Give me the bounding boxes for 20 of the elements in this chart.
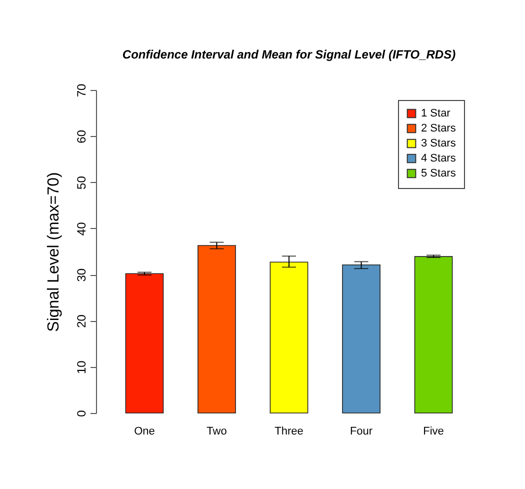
y-tick-label: 30 [74, 268, 88, 282]
legend-label: 4 Stars [421, 152, 456, 164]
x-tick-label: Four [350, 426, 373, 438]
y-tick-label: 70 [74, 84, 88, 98]
y-tick-label: 0 [74, 410, 88, 417]
y-tick-label: 40 [74, 222, 88, 236]
y-tick-label: 20 [74, 314, 88, 328]
legend-label: 3 Stars [421, 138, 456, 150]
x-tick-label: Three [274, 426, 304, 438]
legend-label: 2 Stars [421, 122, 456, 134]
x-tick-label: One [134, 426, 155, 438]
y-tick-label: 10 [74, 360, 88, 374]
x-tick-label: Two [206, 426, 227, 438]
y-tick-label: 50 [74, 176, 88, 190]
legend-label: 1 Star [421, 108, 451, 120]
y-tick-label: 60 [74, 130, 88, 144]
legend-label: 5 Stars [421, 168, 456, 180]
y-axis-title: Signal Level (max=70) [46, 172, 62, 332]
chart-title: Confidence Interval and Mean for Signal Level (IFTO_RDS) [122, 47, 456, 62]
x-tick-label: Five [423, 426, 444, 438]
